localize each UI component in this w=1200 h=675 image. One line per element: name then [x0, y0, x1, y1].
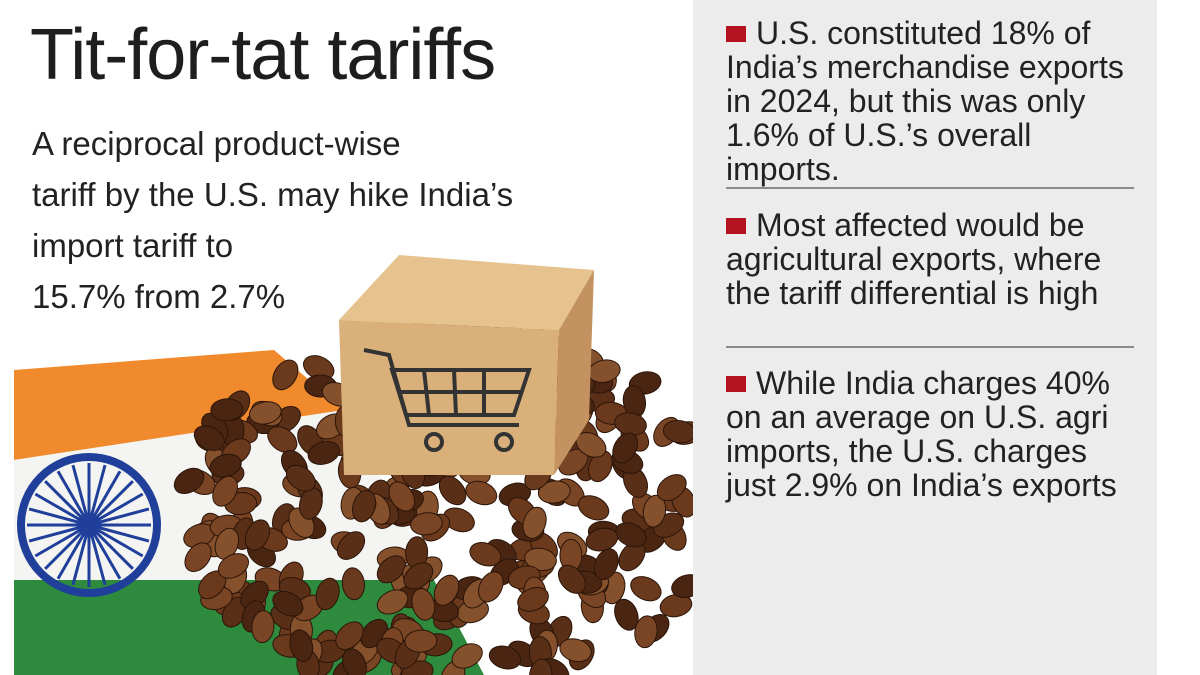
key-point: Most affected would be agricultural expo… — [726, 208, 1126, 310]
divider — [726, 187, 1134, 189]
key-point-text: Most affected would be agricultural expo… — [726, 207, 1102, 311]
key-point: While India charges 40% on an average on… — [726, 366, 1126, 502]
subheadline-line: 15.7% from 2.7% — [32, 278, 286, 315]
key-point: U.S. constituted 18% of India’s merchand… — [726, 16, 1126, 186]
subheadline: A reciprocal product-wise tariff by the … — [32, 118, 632, 322]
key-point-text: U.S. constituted 18% of India’s merchand… — [726, 15, 1124, 187]
illustration-photo — [14, 250, 694, 675]
key-points-panel: U.S. constituted 18% of India’s merchand… — [693, 0, 1157, 675]
key-point-text: While India charges 40% on an average on… — [726, 365, 1117, 503]
bullet-square-icon — [726, 218, 746, 234]
shopping-cart-icon — [363, 348, 532, 452]
subheadline-line: import tariff to — [32, 227, 234, 264]
cardboard-box-icon — [339, 255, 594, 475]
bullet-square-icon — [726, 376, 746, 392]
bullet-square-icon — [726, 26, 746, 42]
divider — [726, 346, 1134, 348]
subheadline-line: tariff by the U.S. may hike India’s — [32, 176, 514, 213]
subheadline-line: A reciprocal product-wise — [32, 125, 401, 162]
headline: Tit-for-tat tariffs — [30, 15, 496, 95]
coffee-box-flag-image — [14, 255, 694, 675]
